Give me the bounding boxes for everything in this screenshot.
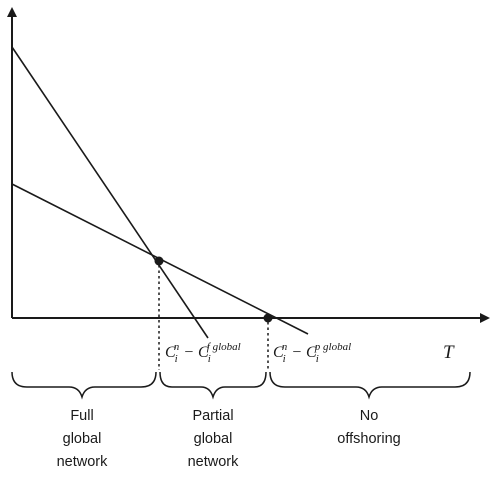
axis-intersection-point bbox=[263, 313, 273, 323]
brace-partial-global-network bbox=[159, 371, 267, 400]
region-full-line-1: Full bbox=[70, 408, 93, 424]
region-partial-line-1: Partial bbox=[192, 408, 233, 424]
brace-full-global-network bbox=[11, 371, 157, 400]
steep-cost-line bbox=[11, 46, 209, 339]
lines-intersection-point bbox=[154, 256, 164, 266]
region-full-line-3: network bbox=[57, 454, 109, 470]
steep-line-label: Cin − Cif global bbox=[165, 341, 241, 365]
brace-no-offshoring bbox=[269, 371, 471, 400]
x-axis-label: T bbox=[443, 342, 455, 363]
region-no-line-1: No bbox=[360, 408, 379, 424]
region-partial-line-2: global bbox=[194, 431, 233, 447]
region-full-line-2: global bbox=[63, 431, 102, 447]
region-partial-line-3: network bbox=[188, 454, 240, 470]
region-no-line-2: offshoring bbox=[337, 431, 400, 447]
shallow-line-label: Cin − Cip global bbox=[273, 341, 351, 365]
